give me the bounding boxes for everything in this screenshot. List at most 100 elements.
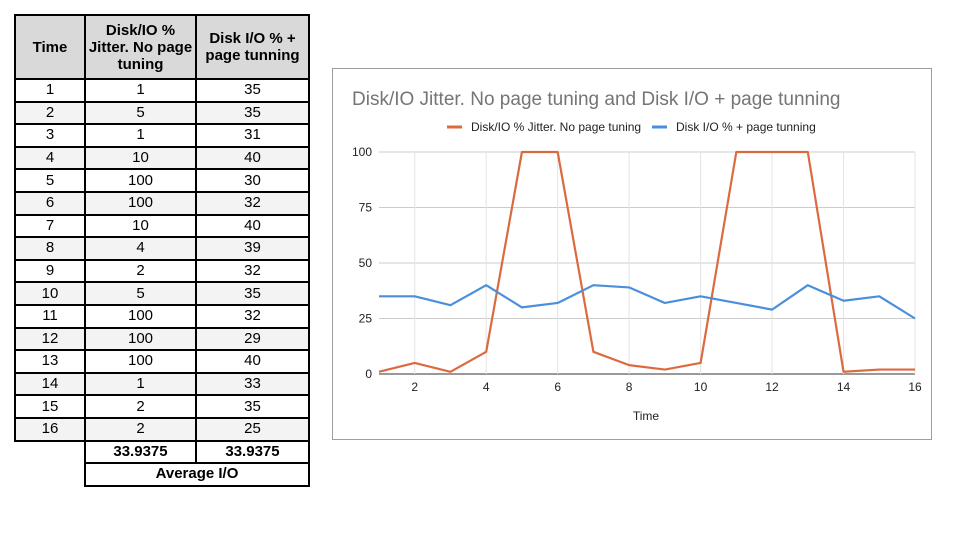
table-row: 9 2 32 [14,258,310,284]
header-no-tuning: Disk/IO % Jitter. No page tuning [84,14,197,80]
y-tick-label: 75 [359,201,373,215]
cell-no-tuning: 100 [84,190,197,216]
cell-time: 7 [14,213,86,239]
chart-gridlines [379,151,916,375]
cell-tuning: 25 [195,416,310,442]
table-row: 10 5 35 [14,281,310,306]
cell-tuning: 35 [195,394,310,419]
y-tick-label: 25 [359,312,373,326]
x-tick-label: 14 [837,380,851,394]
cell-tuning: 40 [195,213,310,239]
cell-time: 12 [14,326,86,352]
x-tick-label: 6 [554,380,561,394]
table-row: 15 2 35 [14,394,310,419]
table-row: 5 100 30 [14,168,310,193]
y-axis-ticks: 0 25 50 75 100 [352,145,372,381]
table-row: 11 100 32 [14,303,310,329]
y-tick-label: 0 [365,367,372,381]
x-tick-label: 4 [483,380,490,394]
cell-no-tuning: 5 [84,100,197,126]
table-row: 16 2 25 [14,416,310,442]
cell-time: 6 [14,190,86,216]
cell-tuning: 39 [195,236,310,261]
cell-no-tuning: 100 [84,326,197,352]
cell-no-tuning: 5 [84,281,197,306]
table-row: 7 10 40 [14,213,310,239]
cell-no-tuning: 1 [84,123,197,148]
cell-no-tuning: 1 [84,371,197,397]
cell-time: 1 [14,78,86,103]
x-axis-ticks: 2 4 6 8 10 12 14 16 [411,380,922,394]
cell-time: 9 [14,258,86,284]
cell-no-tuning: 100 [84,303,197,329]
cell-tuning: 29 [195,326,310,352]
table-row: 2 5 35 [14,100,310,126]
table-row: 12 100 29 [14,326,310,352]
cell-no-tuning: 2 [84,258,197,284]
cell-no-tuning: 2 [84,394,197,419]
y-tick-label: 100 [352,145,372,159]
y-tick-label: 50 [359,256,373,270]
cell-no-tuning: 2 [84,416,197,442]
cell-time: 10 [14,281,86,306]
table-row: 13 100 40 [14,349,310,374]
cell-tuning: 30 [195,168,310,193]
legend-label: Disk/IO % Jitter. No page tuning [471,120,641,134]
chart-svg: Disk/IO Jitter. No page tuning and Disk … [352,89,922,423]
cell-no-tuning: 100 [84,168,197,193]
cell-tuning: 32 [195,303,310,329]
cell-time: 15 [14,394,86,419]
cell-tuning: 35 [195,100,310,126]
data-table: Time Disk/IO % Jitter. No page tuning Di… [14,14,310,487]
x-tick-label: 8 [626,380,633,394]
cell-time: 16 [14,416,86,442]
x-tick-label: 10 [694,380,708,394]
x-tick-label: 16 [908,380,922,394]
cell-tuning: 35 [195,281,310,306]
cell-time: 11 [14,303,86,329]
cell-tuning: 40 [195,349,310,374]
cell-time: 2 [14,100,86,126]
table-row: 4 10 40 [14,145,310,171]
x-tick-label: 2 [411,380,418,394]
cell-no-tuning: 10 [84,145,197,171]
cell-tuning: 31 [195,123,310,148]
x-axis-title: Time [633,409,660,423]
cell-tuning: 35 [195,78,310,103]
average-label: Average I/O [84,462,310,487]
cell-time: 3 [14,123,86,148]
header-tuning: Disk I/O % + page tunning [195,14,310,80]
table-body: 1 1 35 2 5 35 3 1 31 4 10 40 5 100 30 6 100 32 7 10 40 8 4 39 9 2… [14,78,310,487]
series-line-2 [379,284,916,320]
legend-label: Disk I/O % + page tunning [676,120,816,134]
cell-time: 4 [14,145,86,171]
cell-no-tuning: 10 [84,213,197,239]
cell-time: 13 [14,349,86,374]
table-row: 1 1 35 [14,78,310,103]
chart-title: Disk/IO Jitter. No page tuning and Disk … [352,89,840,110]
average-row: 33.9375 33.9375 [15,439,310,486]
cell-no-tuning: 100 [84,349,197,374]
series-line-1 [378,150,915,373]
cell-time: 8 [14,236,86,261]
cell-no-tuning: 1 [84,78,197,103]
table-row: 8 4 39 [14,236,310,261]
average-no-tuning: 33.9375 [84,439,197,465]
cell-tuning: 32 [195,258,310,284]
line-chart: Disk/IO Jitter. No page tuning and Disk … [332,68,932,440]
cell-tuning: 40 [195,145,310,171]
table-row: 3 1 31 [14,123,310,148]
table-row: 14 1 33 [14,371,310,397]
x-tick-label: 12 [765,380,779,394]
data-table-container: Time Disk/IO % Jitter. No page tuning Di… [14,14,310,487]
header-time: Time [14,14,86,80]
table-row: 6 100 32 [14,190,310,216]
cell-tuning: 32 [195,190,310,216]
cell-time: 14 [14,371,86,397]
chart-series [378,150,916,373]
empty-cell [15,439,86,486]
average-tuning: 33.9375 [195,439,310,465]
chart-legend: Disk/IO % Jitter. No page tuning Disk I/O… [447,120,816,134]
cell-no-tuning: 4 [84,236,197,261]
cell-tuning: 33 [195,371,310,397]
